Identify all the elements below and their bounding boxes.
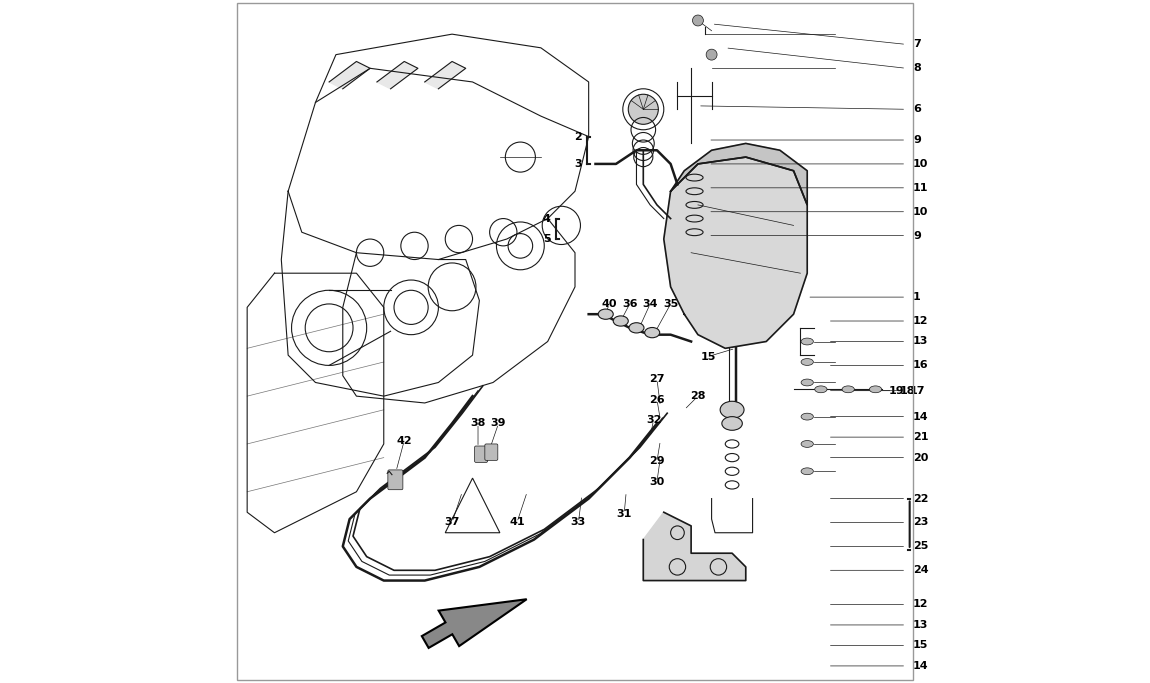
Text: 15: 15 <box>913 641 928 650</box>
Text: 38: 38 <box>470 419 485 428</box>
Text: 27: 27 <box>650 374 665 384</box>
Circle shape <box>628 94 658 124</box>
Text: 30: 30 <box>650 477 665 486</box>
Polygon shape <box>643 512 745 581</box>
Text: 12: 12 <box>913 316 928 326</box>
Text: 6: 6 <box>913 104 921 114</box>
Text: 9: 9 <box>913 231 921 240</box>
Circle shape <box>706 49 718 60</box>
Text: 5: 5 <box>543 234 551 244</box>
Ellipse shape <box>722 417 743 430</box>
Polygon shape <box>329 61 370 89</box>
Text: 23: 23 <box>913 518 928 527</box>
Text: 32: 32 <box>646 415 661 425</box>
Text: 8: 8 <box>913 64 921 73</box>
Text: 26: 26 <box>649 395 665 404</box>
Text: 14: 14 <box>913 661 929 671</box>
Text: 31: 31 <box>616 509 631 518</box>
Text: 2: 2 <box>574 132 582 141</box>
Text: 10: 10 <box>913 159 928 169</box>
Ellipse shape <box>802 338 813 345</box>
Text: 24: 24 <box>913 566 929 575</box>
Ellipse shape <box>629 322 644 333</box>
Polygon shape <box>422 599 527 648</box>
Text: 40: 40 <box>601 299 616 309</box>
Text: 13: 13 <box>913 620 928 630</box>
Text: 11: 11 <box>913 183 928 193</box>
Polygon shape <box>664 157 807 348</box>
Text: 17: 17 <box>910 386 925 395</box>
FancyBboxPatch shape <box>388 470 402 490</box>
Text: 33: 33 <box>570 518 586 527</box>
Ellipse shape <box>842 386 854 393</box>
Text: 10: 10 <box>913 207 928 217</box>
Ellipse shape <box>613 316 628 326</box>
Text: 3: 3 <box>574 159 582 169</box>
Polygon shape <box>670 143 807 205</box>
Ellipse shape <box>598 309 613 319</box>
Text: 16: 16 <box>913 361 929 370</box>
Text: 34: 34 <box>643 299 658 309</box>
FancyBboxPatch shape <box>475 446 488 462</box>
Text: 41: 41 <box>509 518 524 527</box>
Text: 7: 7 <box>913 40 921 49</box>
Ellipse shape <box>802 379 813 386</box>
Polygon shape <box>377 61 417 89</box>
Ellipse shape <box>814 386 827 393</box>
Text: 39: 39 <box>491 419 506 428</box>
Ellipse shape <box>645 327 660 337</box>
FancyBboxPatch shape <box>485 444 498 460</box>
Text: 22: 22 <box>913 494 928 503</box>
Text: 19: 19 <box>889 386 905 395</box>
Text: 36: 36 <box>622 299 637 309</box>
Text: 15: 15 <box>700 352 715 361</box>
Text: 25: 25 <box>913 542 928 551</box>
Text: 12: 12 <box>913 600 928 609</box>
Text: 13: 13 <box>913 337 928 346</box>
Text: 20: 20 <box>913 453 928 462</box>
Text: 35: 35 <box>664 299 678 309</box>
Text: 28: 28 <box>690 391 706 401</box>
Text: 18: 18 <box>899 386 915 395</box>
Text: 37: 37 <box>444 518 460 527</box>
Polygon shape <box>424 61 466 89</box>
Ellipse shape <box>869 386 882 393</box>
Text: 9: 9 <box>913 135 921 145</box>
Text: 21: 21 <box>913 432 928 442</box>
Text: 42: 42 <box>397 436 412 445</box>
Ellipse shape <box>802 468 813 475</box>
Text: 14: 14 <box>913 412 929 421</box>
Text: 1: 1 <box>913 292 921 302</box>
Text: 29: 29 <box>649 456 665 466</box>
Ellipse shape <box>802 359 813 365</box>
Ellipse shape <box>720 401 744 418</box>
Ellipse shape <box>802 441 813 447</box>
Circle shape <box>692 15 704 26</box>
Text: 4: 4 <box>543 214 551 223</box>
Ellipse shape <box>802 413 813 420</box>
